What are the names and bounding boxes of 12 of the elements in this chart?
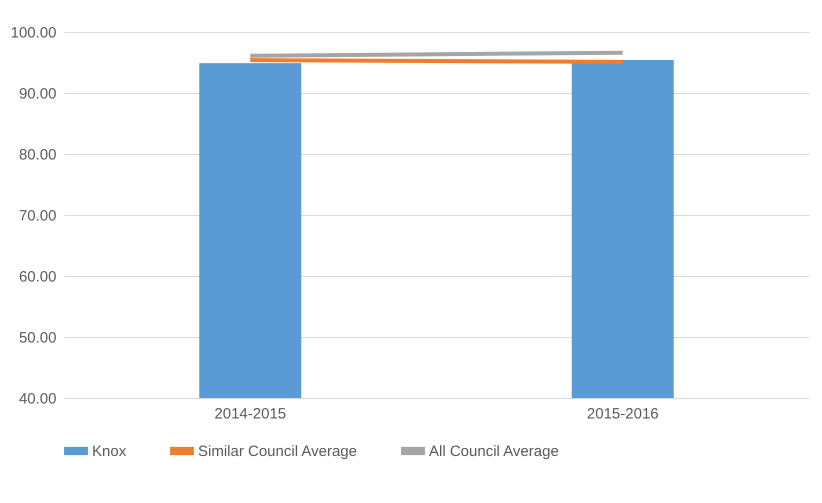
y-tick-label: 100.00 xyxy=(10,24,56,42)
y-tick-label: 70.00 xyxy=(18,208,56,224)
y-tick-label: 80.00 xyxy=(18,146,56,164)
x-tick-label: 2015-2016 xyxy=(586,406,659,422)
y-tick-label: 40.00 xyxy=(18,390,56,408)
x-tick-label: 2014-2015 xyxy=(214,406,286,422)
y-tick-label: 90.00 xyxy=(18,86,56,102)
y-tick-label: 50.00 xyxy=(18,330,56,346)
y-tick-label: 60.00 xyxy=(18,268,56,286)
legend-label: Similar Council Average xyxy=(198,443,357,460)
legend-label: All Council Average xyxy=(429,443,559,460)
legend-label: Knox xyxy=(92,443,127,460)
